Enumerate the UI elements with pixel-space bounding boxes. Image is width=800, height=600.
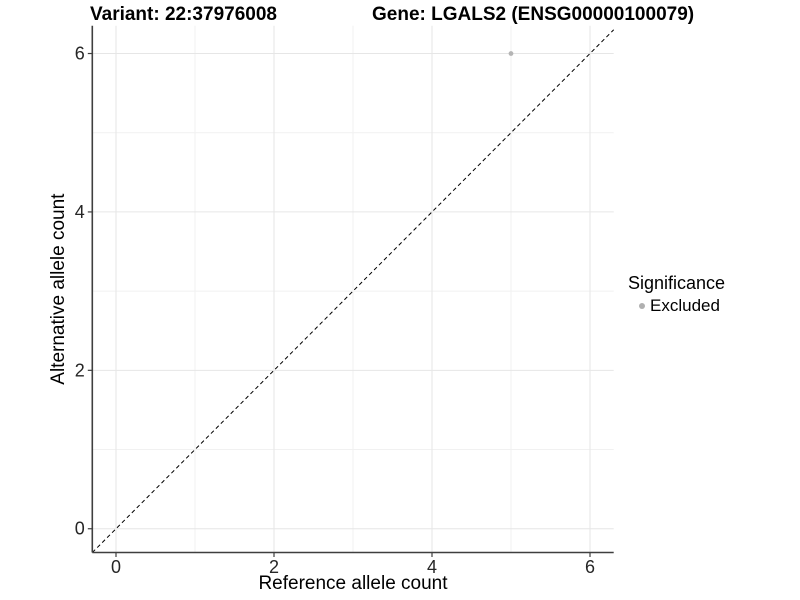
- y-tick-label: 4: [75, 202, 85, 222]
- x-tick-label: 2: [269, 557, 279, 577]
- y-tick-label: 0: [75, 519, 85, 539]
- x-tick-label: 4: [427, 557, 437, 577]
- y-tick-label: 2: [75, 360, 85, 380]
- legend-item-label: Excluded: [650, 296, 720, 315]
- x-tick-labels: 0 2 4 6: [111, 557, 595, 577]
- legend-item-excluded: Excluded: [628, 295, 725, 316]
- y-axis-title: Alternative allele count: [48, 193, 69, 385]
- legend-title: Significance: [628, 273, 726, 293]
- major-gridlines: [92, 25, 614, 553]
- tick-marks: [87, 52, 591, 557]
- x-tick-label: 6: [585, 557, 595, 577]
- legend-circle-marker-icon: [639, 303, 645, 309]
- y-tick-labels: 0 2 4 6: [75, 44, 85, 539]
- x-tick-label: 0: [111, 557, 121, 577]
- gene-title: Gene: LGALS2 (ENSG00000100079): [372, 4, 695, 25]
- data-point: [508, 51, 514, 56]
- axis-lines: [91, 25, 614, 554]
- variant-title: Variant: 22:37976008: [90, 4, 277, 25]
- data-points-layer: [508, 51, 514, 56]
- minor-gridlines: [92, 25, 614, 553]
- y-tick-label: 6: [75, 44, 85, 64]
- legend: Significance Excluded: [628, 272, 725, 316]
- x-axis-title: Reference allele count: [258, 573, 448, 594]
